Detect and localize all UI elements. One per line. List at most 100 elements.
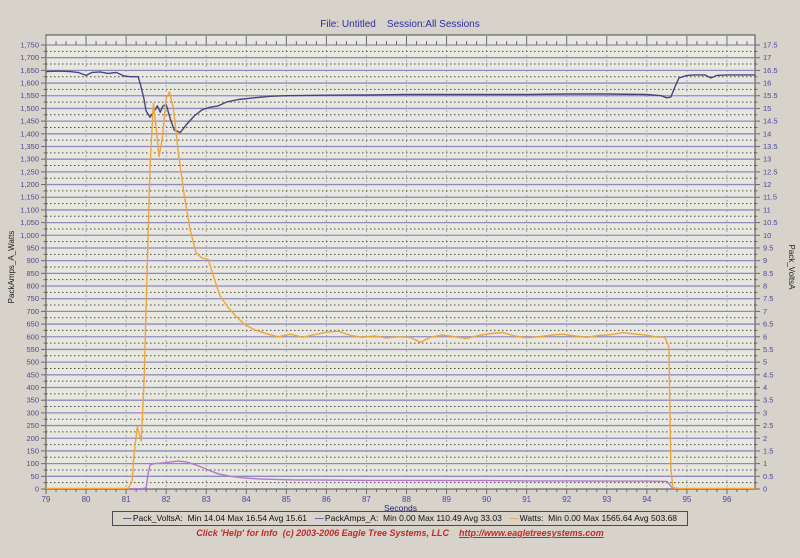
svg-text:2: 2	[763, 434, 767, 443]
svg-text:14: 14	[763, 129, 771, 138]
svg-text:1,300: 1,300	[20, 155, 39, 164]
svg-text:89: 89	[442, 495, 451, 504]
svg-text:550: 550	[26, 345, 39, 354]
svg-text:1.5: 1.5	[763, 446, 773, 455]
svg-text:1,450: 1,450	[20, 117, 39, 126]
y-axis-right-labels: 00.511.522.533.544.555.566.577.588.599.5…	[763, 41, 778, 494]
svg-text:400: 400	[26, 383, 39, 392]
svg-text:1,250: 1,250	[20, 167, 39, 176]
svg-text:87: 87	[362, 495, 371, 504]
watts-line-swatch: —	[509, 513, 518, 523]
svg-text:11.5: 11.5	[763, 193, 777, 202]
legend-label-volts: Pack_VoltsA: Min 14.04 Max 16.54 Avg 15.…	[132, 513, 308, 523]
svg-text:8: 8	[763, 282, 767, 291]
svg-text:700: 700	[26, 307, 39, 316]
x-axis-title: Seconds	[384, 503, 417, 513]
svg-text:83: 83	[202, 495, 211, 504]
svg-text:1,350: 1,350	[20, 142, 39, 151]
svg-text:3: 3	[763, 408, 767, 417]
svg-text:1,650: 1,650	[20, 66, 39, 75]
x-axis-ticks	[45, 36, 748, 494]
svg-text:2.5: 2.5	[763, 421, 773, 430]
svg-text:650: 650	[26, 320, 39, 329]
svg-text:79: 79	[42, 495, 51, 504]
svg-text:100: 100	[26, 459, 39, 468]
svg-text:12.5: 12.5	[763, 167, 778, 176]
svg-text:7: 7	[763, 307, 767, 316]
svg-text:200: 200	[26, 434, 39, 443]
data-series	[46, 70, 755, 489]
svg-text:17: 17	[763, 53, 771, 62]
series-pack_voltsa	[46, 70, 755, 134]
svg-text:900: 900	[26, 256, 39, 265]
svg-text:84: 84	[242, 495, 251, 504]
svg-text:3.5: 3.5	[763, 396, 773, 405]
svg-text:85: 85	[282, 495, 291, 504]
svg-text:1,700: 1,700	[20, 53, 39, 62]
footer-help-text: Click 'Help' for Info (c) 2003-2006 Eagl…	[0, 528, 800, 538]
svg-text:1,100: 1,100	[20, 205, 39, 214]
svg-text:0: 0	[35, 485, 39, 494]
horizontal-gridlines	[46, 44, 755, 484]
svg-text:800: 800	[26, 282, 39, 291]
svg-text:81: 81	[122, 495, 131, 504]
svg-text:950: 950	[26, 243, 39, 252]
legend-item-amps: — PackAmps_A: Min 0.00 Max 110.49 Avg 33…	[315, 513, 502, 523]
svg-text:1: 1	[763, 459, 767, 468]
svg-text:450: 450	[26, 370, 39, 379]
svg-text:5.5: 5.5	[763, 345, 773, 354]
svg-text:750: 750	[26, 294, 39, 303]
svg-text:250: 250	[26, 421, 39, 430]
svg-text:9.5: 9.5	[763, 243, 773, 252]
svg-text:50: 50	[31, 472, 39, 481]
series-packamps_a	[46, 460, 755, 489]
svg-text:7.5: 7.5	[763, 294, 773, 303]
y-axis-left-labels: 0 50 100 150 200 250 300 350 400 450 500 550 600 650 7…	[20, 41, 39, 494]
plot-area[interactable]	[45, 34, 756, 490]
chart-legend: — Pack_VoltsA: Min 14.04 Max 16.54 Avg 1…	[0, 508, 800, 526]
svg-text:10.5: 10.5	[763, 218, 778, 227]
svg-text:16: 16	[763, 79, 771, 88]
svg-text:1,200: 1,200	[20, 180, 39, 189]
svg-text:6: 6	[763, 332, 767, 341]
eagletree-url-link[interactable]: http://www.eagletreesystems.com	[459, 528, 604, 538]
svg-text:12: 12	[763, 180, 771, 189]
svg-text:500: 500	[26, 358, 39, 367]
svg-text:93: 93	[602, 495, 611, 504]
svg-text:86: 86	[322, 495, 331, 504]
svg-text:80: 80	[82, 495, 91, 504]
x-axis-labels: 79 80 81 82 83 84 85 86 87 88 89 90 91 92 93 94 95 96	[42, 495, 732, 504]
svg-text:150: 150	[26, 446, 39, 455]
svg-text:1,600: 1,600	[20, 79, 39, 88]
svg-text:96: 96	[723, 495, 732, 504]
svg-text:13.5: 13.5	[763, 142, 778, 151]
svg-text:4: 4	[763, 383, 767, 392]
svg-text:1,150: 1,150	[20, 193, 39, 202]
svg-text:600: 600	[26, 332, 39, 341]
svg-text:6.5: 6.5	[763, 320, 773, 329]
svg-text:10: 10	[763, 231, 771, 240]
svg-text:88: 88	[402, 495, 411, 504]
svg-text:90: 90	[482, 495, 491, 504]
svg-text:850: 850	[26, 269, 39, 278]
svg-text:1,550: 1,550	[20, 91, 39, 100]
svg-text:91: 91	[522, 495, 531, 504]
svg-text:8.5: 8.5	[763, 269, 773, 278]
svg-text:95: 95	[682, 495, 691, 504]
legend-label-amps: PackAmps_A: Min 0.00 Max 110.49 Avg 33.0…	[324, 513, 502, 523]
volts-line-swatch: —	[122, 513, 131, 523]
svg-text:13: 13	[763, 155, 771, 164]
svg-text:1,500: 1,500	[20, 104, 39, 113]
svg-text:92: 92	[562, 495, 571, 504]
svg-text:17.5: 17.5	[763, 41, 778, 50]
legend-label-watts: Watts: Min 0.00 Max 1565.64 Avg 503.68	[519, 513, 678, 523]
legend-item-volts: — Pack_VoltsA: Min 14.04 Max 16.54 Avg 1…	[123, 513, 307, 523]
y-axis-left-title: PackAmps_A_Watts	[7, 231, 16, 304]
svg-text:0: 0	[763, 485, 767, 494]
svg-text:9: 9	[763, 256, 767, 265]
svg-text:5: 5	[763, 358, 767, 367]
y-axis-right-title: Pack_VoltsA	[787, 245, 796, 291]
svg-text:1,400: 1,400	[20, 129, 39, 138]
svg-text:94: 94	[642, 495, 651, 504]
